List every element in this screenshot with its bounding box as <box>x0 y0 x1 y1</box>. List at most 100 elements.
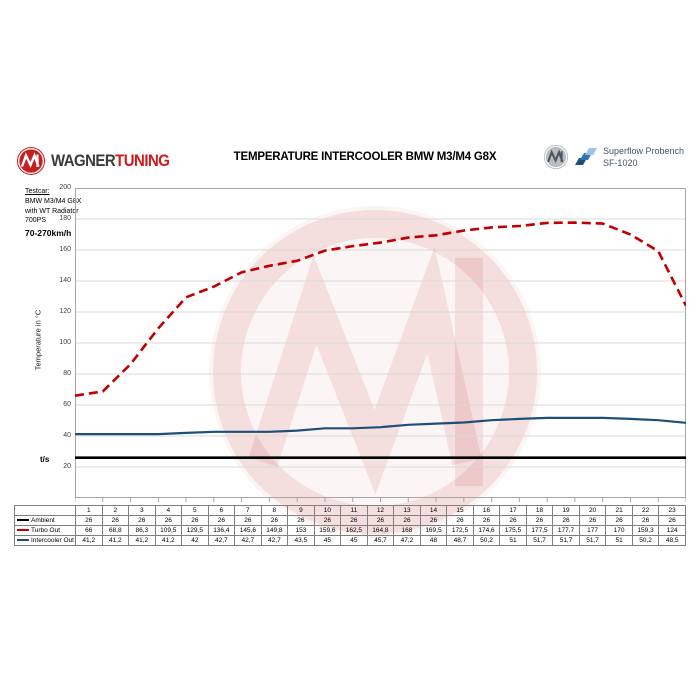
column-header: 11 <box>340 505 368 516</box>
table-cell: 68,8 <box>101 525 130 536</box>
y-tick-label: 140 <box>59 276 71 284</box>
table-cell: 26 <box>631 515 660 526</box>
y-tick-label: 40 <box>63 431 71 439</box>
column-header: 3 <box>128 505 156 516</box>
table-cell: 26 <box>605 515 633 526</box>
table-cell: 26 <box>446 515 474 526</box>
column-header: 18 <box>525 505 554 516</box>
column-header: 7 <box>234 505 262 516</box>
table-cell: 145,6 <box>234 525 262 536</box>
solid-black-line-swatch-icon <box>17 519 29 522</box>
table-cell: 153 <box>287 525 315 536</box>
table-cell: 26 <box>154 515 183 526</box>
table-cell: 26 <box>313 515 342 526</box>
column-header: 19 <box>552 505 580 516</box>
series-label: Ambient <box>31 517 55 524</box>
table-cell: 129,5 <box>181 525 209 536</box>
column-header: 4 <box>154 505 183 516</box>
table-row: Ambient 26 26 26 26 26 26 26 26 26 26 26 26 26 26 26 26 2… <box>14 515 686 526</box>
table-cell: 41,2 <box>128 535 156 546</box>
legend-cell: Intercooler Out <box>14 535 76 546</box>
table-cell: 50,2 <box>472 535 501 546</box>
probench-model: SF-1020 <box>602 158 638 168</box>
table-cell: 26 <box>658 515 686 526</box>
page-title: TEMPERATURE INTERCOOLER BMW M3/M4 G8X <box>233 151 497 163</box>
table-cell: 162,5 <box>340 525 368 536</box>
y-tick-label: 60 <box>63 400 71 408</box>
column-header: 1 <box>75 505 103 516</box>
table-cell: 41,2 <box>101 535 130 546</box>
table-cell: 164,8 <box>366 525 395 536</box>
table-cell: 177,5 <box>525 525 554 536</box>
brand-tuning: TUNING <box>115 151 170 170</box>
column-header: 14 <box>419 505 448 516</box>
table-cell: 51,7 <box>552 535 580 546</box>
x-axis-label: t/s <box>40 455 50 464</box>
table-cell: 45 <box>340 535 368 546</box>
legend-cell: Turbo Out <box>14 525 76 536</box>
probench-text: Superflow Probench SF-1020 <box>603 145 684 169</box>
table-cell: 26 <box>366 515 395 526</box>
solid-blue-line-swatch-icon <box>17 539 29 542</box>
table-cell: 48,5 <box>658 535 686 546</box>
table-cell: 159,3 <box>631 525 660 536</box>
table-cell: 124 <box>658 525 686 536</box>
table-cell: 109,5 <box>154 525 183 536</box>
wagner-watermark-icon <box>209 206 541 538</box>
column-header: 6 <box>207 505 236 516</box>
table-cell: 149,8 <box>260 525 289 536</box>
table-row: Intercooler Out 41,2 41,2 41,2 41,2 42 42,7 42,… <box>14 535 686 546</box>
table-cell: 26 <box>128 515 156 526</box>
column-header: 21 <box>605 505 633 516</box>
table-cell: 26 <box>578 515 607 526</box>
table-cell: 26 <box>552 515 580 526</box>
table-cell: 26 <box>101 515 130 526</box>
column-header: 10 <box>313 505 342 516</box>
table-cell: 26 <box>234 515 262 526</box>
table-row: Turbo Out 66 68,8 86,3 109,5 129,5 136,4 145,6 1… <box>14 525 686 536</box>
wt-silver-badge-icon <box>543 144 569 170</box>
table-cell: 177 <box>578 525 607 536</box>
brand-wagner: WAGNER <box>51 151 116 170</box>
table-cell: 86,3 <box>128 525 156 536</box>
column-header: 22 <box>631 505 660 516</box>
table-cell: 47,2 <box>393 535 421 546</box>
table-cell: 48,7 <box>446 535 474 546</box>
table-cell: 26 <box>393 515 421 526</box>
table-cell: 136,4 <box>207 525 236 536</box>
y-tick-label: 120 <box>59 307 71 315</box>
testcar-line: 700PS <box>25 217 47 225</box>
superflow-swoosh-icon <box>574 148 597 165</box>
series-line-intercooler-out <box>75 416 686 436</box>
table-cell: 51 <box>499 535 527 546</box>
table-cell: 159,6 <box>313 525 342 536</box>
series-line-turbo-out <box>75 221 686 397</box>
column-header: 15 <box>446 505 474 516</box>
column-header: 13 <box>393 505 421 516</box>
column-header: 16 <box>472 505 501 516</box>
table-cell: 170 <box>605 525 633 536</box>
table-cell: 45,7 <box>366 535 395 546</box>
table-cell: 26 <box>260 515 289 526</box>
table-cell: 26 <box>499 515 527 526</box>
probench-logo: Superflow Probench SF-1020 <box>543 144 684 170</box>
table-cell: 41,2 <box>75 535 103 546</box>
table-corner-cell <box>14 505 76 516</box>
table-cell: 50,2 <box>631 535 660 546</box>
table-cell: 26 <box>75 515 103 526</box>
column-header: 23 <box>658 505 686 516</box>
y-tick-label: 20 <box>63 462 71 470</box>
column-header: 12 <box>366 505 395 516</box>
testcar-label: Testcar: <box>25 188 50 195</box>
table-header-row: 1 2 3 4 5 6 7 8 9 10 11 12 13 14 15 16 17 18 19 20 21 22 23 <box>14 505 686 516</box>
table-cell: 42,7 <box>260 535 289 546</box>
table-cell: 177,7 <box>552 525 580 536</box>
column-header: 9 <box>287 505 315 516</box>
table-cell: 42,7 <box>207 535 236 546</box>
testcar-annotation: Testcar: BMW M3/M4 G8X with WT Radiator … <box>25 187 85 240</box>
table-cell: 51,7 <box>525 535 554 546</box>
series-label: Intercooler Out <box>31 537 74 544</box>
table-cell: 41,2 <box>154 535 183 546</box>
testcar-line: with WT Radiator <box>25 207 79 215</box>
